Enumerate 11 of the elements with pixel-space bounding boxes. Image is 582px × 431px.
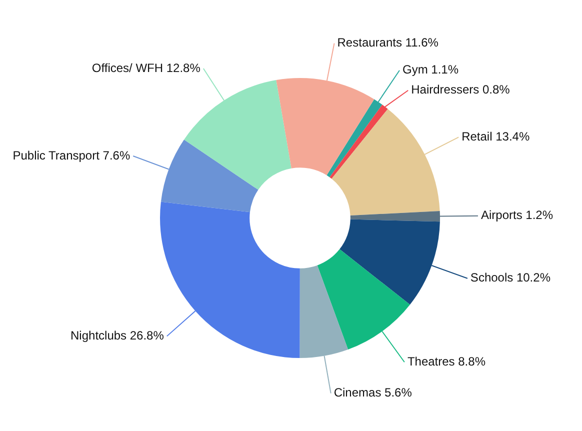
slice-label: Cinemas 5.6% [334,386,412,400]
slice-label: Retail 13.4% [462,129,530,144]
slice-label: Theatres 8.8% [407,354,486,368]
slice-label: Gym 1.1% [402,62,459,77]
slice-label: Nightclubs 26.8% [70,328,164,342]
slice-label: Hairdressers 0.8% [411,82,510,97]
slice-label: Airports 1.2% [480,208,554,222]
slice-label: Restaurants 11.6% [337,36,439,50]
slice-label: Offices/ WFH 12.8% [92,60,201,75]
slice-label: Public Transport 7.6% [12,148,130,162]
slice-label: Schools 10.2% [470,270,551,285]
